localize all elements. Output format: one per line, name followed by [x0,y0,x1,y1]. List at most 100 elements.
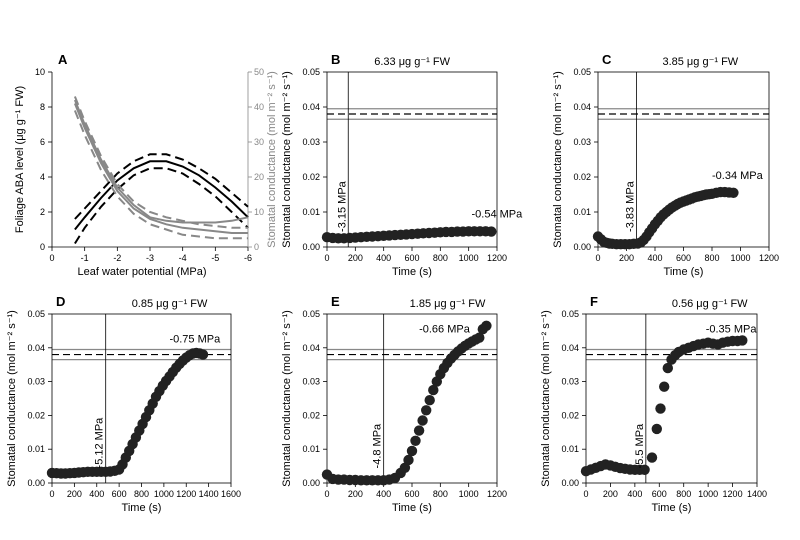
recovery-potential-label: -0.54 MPa [472,208,524,220]
panel-c: 0 200 400 600 800 1000 1200 0.00 0.01 0.02 0.03 0.0… [552,52,779,278]
x-tick-label: 200 [619,253,634,263]
chart-title: 1.85 μg g⁻¹ FW [410,298,486,310]
series-line-0 [74,160,249,231]
y-tick-label: 0.00 [302,478,320,488]
x-tick-label: 0 [583,489,588,499]
y-tick-label: 0.03 [573,137,591,147]
x-tick-label: 0 [595,253,600,263]
x-tick-label: 1000 [459,253,479,263]
x-tick-label: 200 [603,489,618,499]
x-tick-label: 1600 [221,489,241,499]
recovery-potential-label: -0.35 MPa [706,324,758,336]
y-axis-label: Stomatal conductance (mol m⁻² s⁻¹) [281,71,293,248]
x-tick-label: 400 [627,489,642,499]
y-tick-label: 0.01 [302,444,320,454]
x-axis-label: Time (s) [392,502,432,514]
panel-label: C [602,52,612,67]
panel-d: 0 200 400 600 800 1000 1200 1400 1600 0.00 0.01 0.0… [6,294,241,514]
y-tick-label: 0.00 [302,242,320,252]
y-tick-label: 0.00 [573,242,591,252]
water-potential-label: -3.83 MPa [624,180,636,232]
y-tick-label: 0.05 [27,309,45,319]
data-point [651,423,662,435]
x-tick-label: 1200 [487,253,507,263]
x-axis-label: Time (s) [664,266,704,278]
y-tick-label: 0.03 [561,377,579,387]
y-tick-label: 4 [40,172,45,182]
x-tick-label: 800 [676,489,691,499]
data-point [399,462,411,473]
data-point [406,445,418,457]
y-tick-label: 0.03 [302,377,320,387]
chart-title: 6.33 μg g⁻¹ FW [374,56,450,68]
chart-title: 0.56 μg g⁻¹ FW [672,298,748,310]
y-right-tick-label: 20 [254,172,264,182]
y-right-tick-label: 40 [254,102,264,112]
data-point [486,226,497,237]
y-tick-label: 2 [40,207,45,217]
y-axis-label: Stomatal conductance (mol m⁻² s⁻¹) [281,310,293,487]
x-tick-label: 200 [348,253,363,263]
y-tick-label: 0.02 [302,410,320,420]
x-tick-label: 600 [676,253,691,263]
y-tick-label: 0 [40,242,45,252]
panel-label: F [590,294,598,309]
data-point [481,320,492,331]
data-point [659,381,670,392]
x-tick-label: 1200 [487,489,507,499]
y-right-tick-label: 0 [254,242,259,252]
x-tick-label: 400 [647,253,662,263]
data-point [728,187,739,198]
data-point [428,384,439,396]
y-tick-label: 0.02 [27,410,45,420]
y-right-tick-label: 30 [254,137,264,147]
x-tick-label: 1400 [747,489,767,499]
y-tick-label: 0.04 [302,102,320,112]
x-tick-label: 600 [404,253,419,263]
x-tick-label: 1000 [459,489,479,499]
recovery-potential-label: -0.34 MPa [712,170,764,182]
x-tick-label: 600 [652,489,667,499]
x-tick-label: 200 [348,489,363,499]
y-tick-label: 0.00 [561,478,579,488]
x-tick-label: 0 [49,489,54,499]
series-line-5 [73,110,248,240]
data-point [417,415,428,426]
data-point [655,403,666,414]
series-line-1 [74,153,249,220]
x-tick-label: 1400 [199,489,219,499]
water-potential-label: -3.15 MPa [336,180,348,232]
y-axis-label: Stomatal conductance (mol m⁻² s⁻¹) [552,71,564,248]
x-tick-label: -5 [211,253,219,263]
x-axis-label: Time (s) [392,266,432,278]
recovery-potential-label: -0.75 MPa [169,334,221,346]
data-point [197,349,209,360]
series-line-2 [74,167,249,245]
x-tick-label: 800 [704,253,719,263]
x-tick-label: 400 [376,253,391,263]
y-tick-label: 8 [40,102,45,112]
y-tick-label: 0.03 [27,377,45,387]
y-tick-label: 0.04 [561,343,579,353]
x-tick-label: 600 [404,489,419,499]
x-tick-label: 400 [89,489,104,499]
x-axis-label: Time (s) [652,502,692,514]
series-line-4 [73,96,248,229]
y-tick-label: 0.05 [302,67,320,77]
panel-e: 0 200 400 600 800 1000 1200 0.00 0.01 0.02 0.03 0.0… [281,294,507,514]
x-tick-label: 800 [433,489,448,499]
y-axis-label-right: Stomatal conductance (mol m⁻² s⁻¹) [266,71,278,248]
water-potential-label: -4.8 MPa [372,423,384,469]
x-tick-label: 400 [376,489,391,499]
plot-frame [326,71,498,248]
x-tick-label: 0 [324,489,329,499]
x-tick-label: 800 [134,489,149,499]
x-tick-label: 1000 [154,489,174,499]
y-right-tick-label: 10 [254,207,264,217]
y-tick-label: 0.00 [27,478,45,488]
data-point [403,454,414,466]
recovery-potential-label: -0.66 MPa [419,324,471,336]
y-tick-label: 0.01 [302,207,320,217]
series-line-6 [73,99,249,224]
y-tick-label: 0.01 [561,444,579,454]
